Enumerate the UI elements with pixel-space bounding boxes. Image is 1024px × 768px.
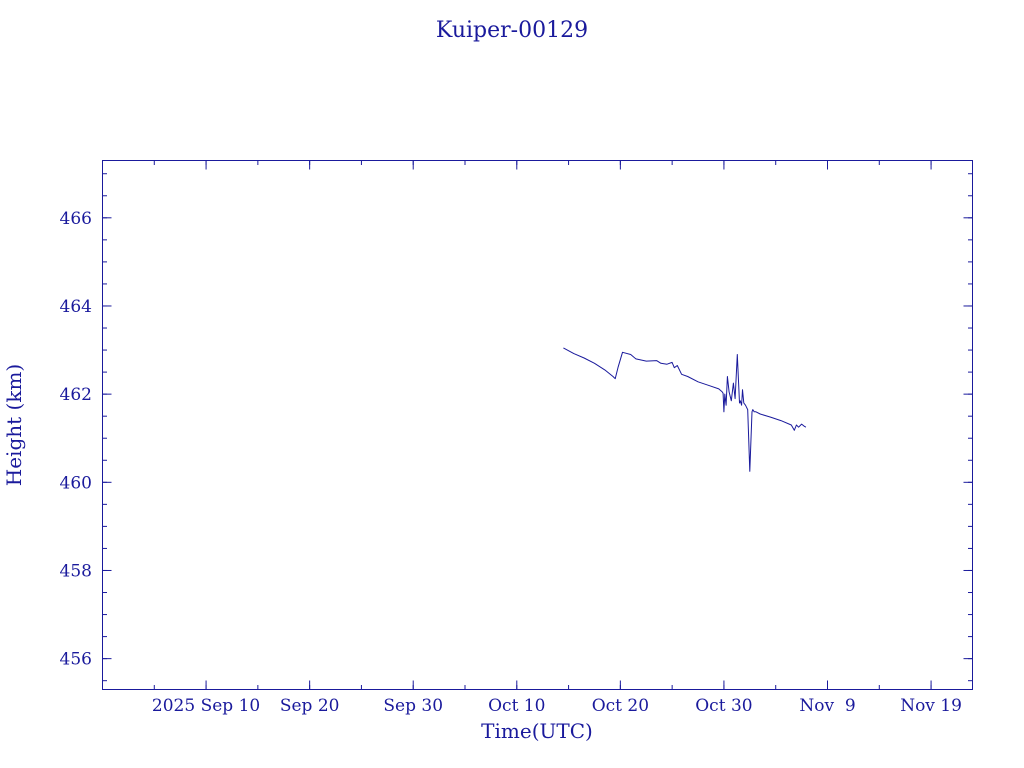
y-axis-label: Height (km) [2,364,26,486]
y-tick-label: 460 [60,473,92,493]
y-tick-label: 462 [60,385,92,405]
y-tick-label: 466 [60,209,92,229]
series-line [563,347,807,472]
y-tick-label: 456 [60,650,92,670]
x-tick-label: Nov 19 [900,696,962,716]
x-tick-labels: 2025 Sep 10 Sep 20 Sep 30 Oct 10 Oct 20 Oct 3… [152,696,962,716]
x-tick-label: Oct 30 [695,696,752,716]
axis-ticks [102,160,973,690]
plot-frame [102,160,973,690]
x-tick-label: 2025 Sep 10 [152,696,260,716]
x-tick-label: Oct 20 [592,696,649,716]
y-tick-label: 458 [60,561,92,581]
chart-title: Kuiper-00129 [436,18,588,43]
x-axis-label: Time(UTC) [481,719,593,743]
x-tick-label: Sep 20 [280,696,340,716]
x-tick-label: Nov 9 [799,696,855,716]
y-tick-labels: 456 458 460 462 464 466 [60,209,92,670]
y-tick-label: 464 [60,297,92,317]
x-tick-label: Sep 30 [383,696,443,716]
x-tick-label: Oct 10 [488,696,545,716]
